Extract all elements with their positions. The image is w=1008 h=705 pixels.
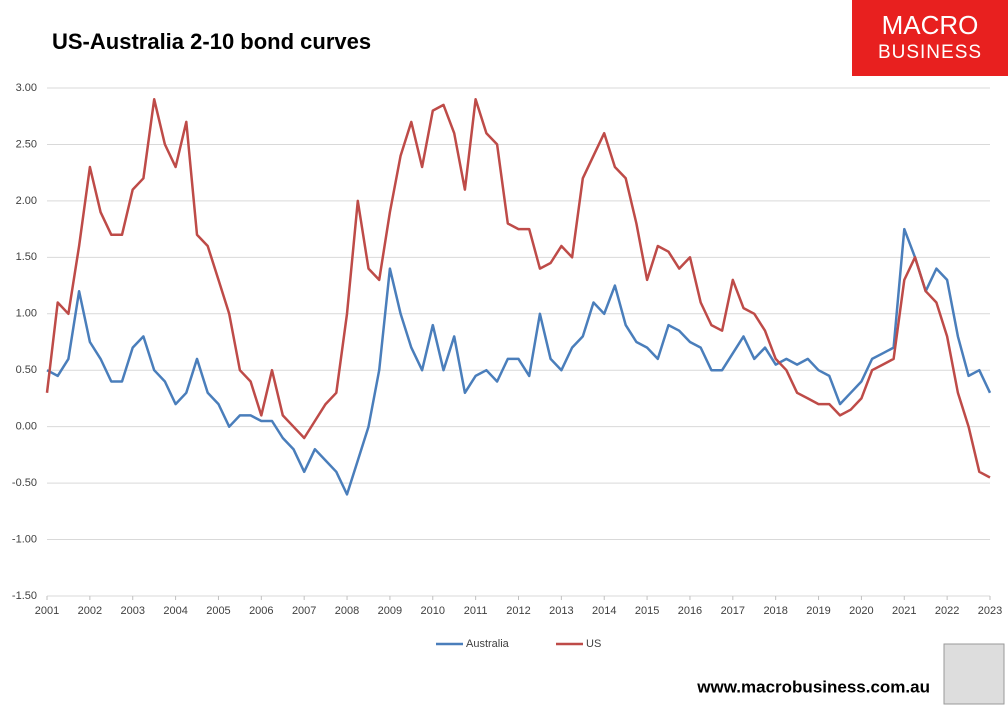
chart-title: US-Australia 2-10 bond curves [52, 29, 371, 54]
x-tick-label: 2008 [335, 605, 359, 617]
brand-icon [943, 643, 1005, 705]
x-tick-label: 2012 [506, 605, 530, 617]
brand-box [852, 0, 1008, 76]
x-tick-label: 2017 [721, 605, 745, 617]
x-tick-label: 2023 [978, 605, 1002, 617]
x-tick-label: 2014 [592, 605, 616, 617]
series-line [46, 227, 992, 496]
x-tick-label: 2022 [935, 605, 959, 617]
x-tick-label: 2021 [892, 605, 916, 617]
x-tick-label: 2020 [849, 605, 873, 617]
x-tick-label: 2018 [763, 605, 787, 617]
x-tick-label: 2006 [249, 605, 273, 617]
footer-url: www.macrobusiness.com.au [696, 677, 930, 696]
x-tick-label: 2005 [206, 605, 230, 617]
y-tick-label: 2.50 [16, 138, 37, 150]
x-tick-label: 2001 [35, 605, 59, 617]
y-tick-label: 0.50 [16, 364, 37, 376]
x-tick-label: 2016 [678, 605, 702, 617]
x-tick-label: 2011 [464, 605, 488, 617]
y-tick-label: -0.50 [12, 477, 37, 489]
series-line [45, 98, 991, 479]
x-tick-label: 2013 [549, 605, 573, 617]
y-tick-label: 1.50 [16, 251, 37, 263]
y-tick-label: 1.00 [16, 308, 37, 320]
x-tick-label: 2002 [78, 605, 102, 617]
x-tick-label: 2003 [120, 605, 144, 617]
legend-label: Australia [466, 638, 510, 650]
x-tick-label: 2010 [421, 605, 445, 617]
y-tick-label: 3.00 [16, 82, 37, 94]
y-tick-label: 2.00 [16, 195, 37, 207]
y-tick-label: 0.00 [16, 421, 37, 433]
y-tick-label: -1.00 [12, 533, 37, 545]
brand-line: MACRO [882, 10, 979, 40]
x-tick-label: 2004 [163, 605, 187, 617]
x-tick-label: 2007 [292, 605, 316, 617]
legend-label: US [586, 638, 601, 650]
y-tick-label: -1.50 [12, 590, 37, 602]
brand-line: BUSINESS [878, 42, 982, 63]
x-tick-label: 2015 [635, 605, 659, 617]
x-tick-label: 2009 [378, 605, 402, 617]
x-tick-label: 2019 [806, 605, 830, 617]
